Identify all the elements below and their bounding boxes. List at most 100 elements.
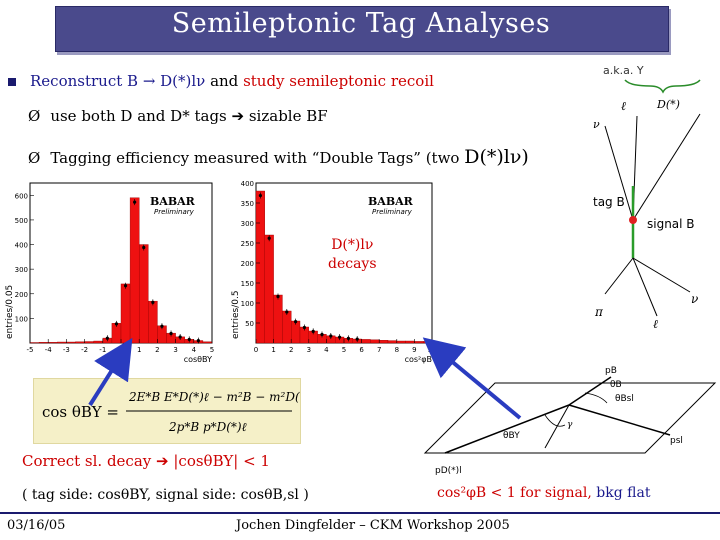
histogram-bar xyxy=(405,340,415,344)
title-bar xyxy=(55,6,669,52)
pion-track xyxy=(604,257,634,295)
svg-text:tag B: tag B xyxy=(593,195,625,209)
svg-text:θBsl: θBsl xyxy=(615,394,634,404)
y-tick-label: 150 xyxy=(241,280,254,288)
y-tick-label: 300 xyxy=(15,266,28,274)
x-tick-label: 3 xyxy=(173,346,177,354)
svg-text:π: π xyxy=(594,305,604,319)
x-tick-label: 2 xyxy=(289,346,293,354)
formula-box: cos θBY = 2E*B E*D(*)ℓ − m²B − m²D(*)ℓ 2… xyxy=(33,378,315,444)
x-tick-label: -4 xyxy=(45,346,53,354)
histogram-bar xyxy=(202,341,213,344)
y-axis-label: entries/0.5 xyxy=(231,290,241,339)
bullet-reconstruct: Reconstruct B → D(*)lν and study semilep… xyxy=(8,72,434,90)
x-tick-label: 9 xyxy=(412,346,416,354)
histogram-bar xyxy=(57,341,67,344)
svg-text:ℓ: ℓ xyxy=(653,317,658,328)
svg-text:D(*): D(*) xyxy=(656,98,680,111)
interaction-point-icon xyxy=(629,216,637,224)
svg-text:pB: pB xyxy=(605,366,617,376)
x-tick-label: 7 xyxy=(377,346,381,354)
x-tick-label: 5 xyxy=(342,346,346,354)
y-tick-label: 350 xyxy=(241,200,254,208)
histogram-bar xyxy=(396,340,406,344)
svg-text:ν: ν xyxy=(593,118,600,131)
x-tick-label: 2 xyxy=(155,346,159,354)
momentum-cone-diagram: pB θB θBsl θBY γ psl pD(*)l xyxy=(423,366,717,476)
lepton2-track xyxy=(632,257,658,317)
histogram-bar xyxy=(120,283,131,344)
right-arrow-icon: ➔ xyxy=(231,107,245,125)
y-tick-label: 400 xyxy=(241,180,254,188)
svg-text:γ: γ xyxy=(567,420,573,430)
histogram-bar xyxy=(387,340,398,344)
x-tick-label: 1 xyxy=(137,346,141,354)
y-tick-label: 500 xyxy=(15,217,28,225)
svg-text:signal B: signal B xyxy=(647,217,695,231)
x-axis-label: cos²φB xyxy=(405,355,432,364)
y-tick-label: 600 xyxy=(15,192,28,200)
histogram-bar xyxy=(370,339,380,344)
svg-text:a.k.a. Y: a.k.a. Y xyxy=(603,64,644,77)
costheta-histogram: 100 200 300 400 500 600 -5 -4 -3 -2 -1 0 1 2 3 4 5 entrie… xyxy=(5,182,214,364)
cos2-note: cos²φB < 1 for signal, bkg flat xyxy=(437,485,651,501)
tag-side-note: ( tag side: cosθBY, signal side: cosθB,s… xyxy=(22,487,309,503)
nu2-track xyxy=(632,257,691,293)
formula-lhs: cos θBY = xyxy=(42,403,119,421)
footer-divider xyxy=(0,512,720,514)
histogram-bar xyxy=(378,339,389,344)
y-tick-label: 400 xyxy=(15,242,28,250)
slide-title: Semileptonic Tag Analyses xyxy=(171,8,551,39)
y-tick-label: 200 xyxy=(15,291,28,299)
pD-vector xyxy=(444,404,570,454)
dstar-track xyxy=(632,113,701,221)
x-tick-label: 0 xyxy=(254,346,258,354)
x-tick-label: -3 xyxy=(63,346,70,354)
arrow-bullet-icon: Ø xyxy=(28,107,41,125)
footer-date: 03/16/05 xyxy=(7,518,66,533)
y-axis-label: entries/0.05 xyxy=(5,285,15,339)
svg-text:ν: ν xyxy=(691,292,698,306)
preliminary-label: Preliminary xyxy=(154,208,195,216)
bullet-tagging: Ø Tagging efficiency measured with “Doubl… xyxy=(28,146,529,168)
x-tick-label: 8 xyxy=(395,346,399,354)
y-tick-label: 200 xyxy=(241,260,254,268)
decay-topology-diagram: a.k.a. Y ℓ D(*) ν tag B signal B π ν ℓ xyxy=(593,64,701,328)
formula-numerator: 2E*B E*D(*)ℓ − m²B − m²D(*)ℓ xyxy=(128,390,300,404)
y-tick-label: 50 xyxy=(245,320,254,328)
x-tick-label: -2 xyxy=(81,346,88,354)
y-tick-label: 100 xyxy=(15,315,28,323)
arrow-bullet-icon: Ø xyxy=(28,149,41,167)
square-bullet-icon xyxy=(8,78,16,86)
formula-denominator: 2p*B p*D(*)ℓ xyxy=(168,420,247,434)
decays-label: D(*)lν decays xyxy=(328,237,377,272)
histogram-bar xyxy=(138,244,149,344)
x-tick-label: 6 xyxy=(359,346,364,354)
x-tick-label: 4 xyxy=(324,346,329,354)
histogram-bar xyxy=(148,300,158,344)
babar-logo: BABAR xyxy=(368,195,414,208)
x-tick-label: 5 xyxy=(210,346,214,354)
x-tick-label: -1 xyxy=(99,346,106,354)
histogram-bar xyxy=(38,342,49,344)
histogram-bar xyxy=(75,341,85,344)
gamma-vector xyxy=(544,404,570,449)
svg-text:psl: psl xyxy=(670,436,683,446)
histogram-bar xyxy=(48,342,58,344)
x-tick-label: 4 xyxy=(192,346,197,354)
brace-icon xyxy=(624,79,701,94)
histogram-bar xyxy=(84,341,94,344)
histogram-bar xyxy=(282,310,292,344)
svg-text:θB: θB xyxy=(610,380,622,390)
right-arrow-icon: ➔ xyxy=(156,452,169,470)
footer-author: Jochen Dingfelder – CKM Workshop 2005 xyxy=(236,518,510,533)
svg-text:θBY: θBY xyxy=(503,431,520,441)
histogram-bar xyxy=(66,341,76,344)
y-tick-label: 100 xyxy=(241,300,254,308)
y-tick-label: 300 xyxy=(241,220,254,228)
histogram-bar xyxy=(255,190,266,344)
histogram-bar xyxy=(93,340,103,344)
preliminary-label: Preliminary xyxy=(372,208,413,216)
